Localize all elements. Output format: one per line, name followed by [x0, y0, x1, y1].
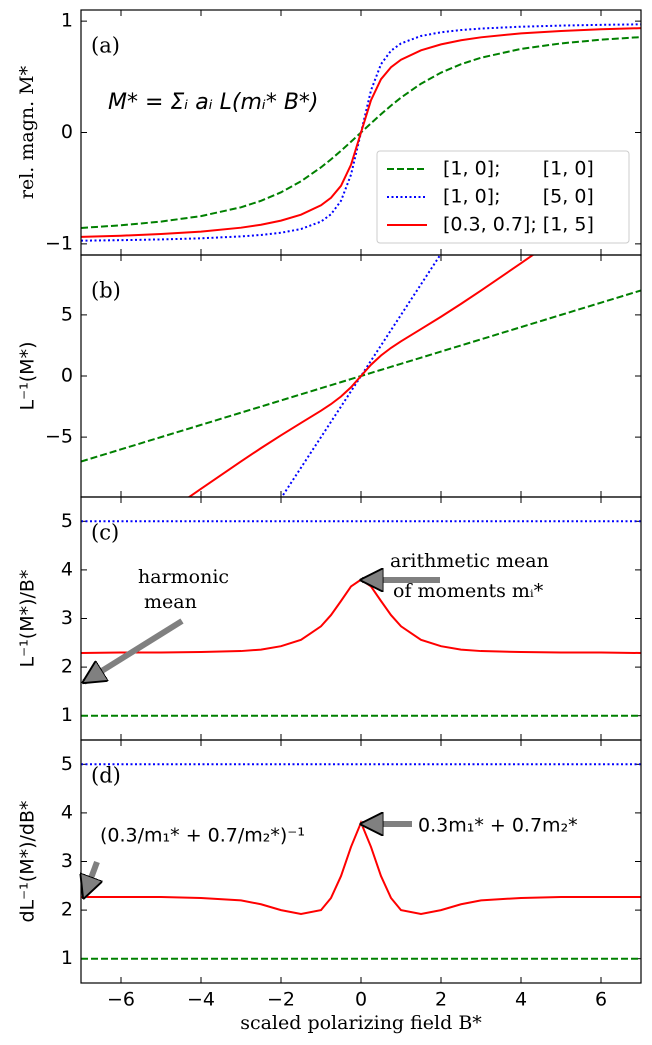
y-tick-label: 5 [61, 753, 73, 775]
x-tick-label: −4 [187, 989, 215, 1011]
panel-label: (a) [91, 34, 120, 58]
y-tick-label: 5 [61, 303, 73, 325]
y-tick-label: 1 [61, 10, 73, 32]
plot-frame [80, 739, 642, 984]
y-axis-label: L⁻¹(M*) [17, 342, 39, 411]
x-tick-label: 0 [355, 989, 367, 1011]
series-group [81, 23, 641, 242]
y-tick-label: −1 [45, 232, 73, 254]
y-tick-label: 0 [61, 121, 73, 143]
annotation: mean [138, 591, 197, 613]
line-series [187, 255, 535, 497]
y-tick-label: 4 [61, 801, 73, 823]
y-axis-label: dL⁻¹(M*)/dB* [17, 800, 39, 922]
annotation: of moments mᵢ* [393, 580, 544, 602]
panel-label: (d) [91, 764, 121, 788]
annotation: arithmetic mean [390, 550, 549, 572]
y-tick-label: 1 [61, 947, 73, 969]
series-group [81, 763, 641, 960]
y-tick-label: 1 [61, 704, 73, 726]
plot-frame [80, 496, 642, 741]
y-axis-label: L⁻¹(M*)/B* [17, 570, 39, 668]
annotation: M* = Σᵢ aᵢ L(mᵢ* B*) [108, 90, 319, 115]
annotation: harmonic [138, 566, 229, 588]
annotation-arrow [84, 618, 184, 685]
x-tick-label: 6 [595, 989, 607, 1011]
annotation: 0.3m₁* + 0.7m₂* [418, 815, 578, 837]
annotation: (0.3/m₁* + 0.7/m₂*)⁻¹ [100, 825, 305, 847]
line-series [81, 27, 641, 238]
y-tick-label: 3 [61, 850, 73, 872]
y-tick-label: −5 [45, 426, 73, 448]
y-tick-label: 2 [61, 656, 73, 678]
legend-box [376, 150, 630, 244]
y-tick-label: 0 [61, 365, 73, 387]
x-tick-label: −6 [107, 989, 135, 1011]
x-tick-label: −2 [267, 989, 295, 1011]
y-tick-label: 3 [61, 607, 73, 629]
series-group [81, 520, 641, 717]
annotation-arrow [84, 860, 97, 897]
line-series [280, 255, 442, 497]
x-axis-label: scaled polarizing field B* [240, 1012, 482, 1034]
series-group [81, 255, 641, 497]
legend-label: [0.3, 0.7]; [1, 5] [443, 214, 594, 236]
panel-label: (b) [91, 279, 121, 303]
y-tick-label: 4 [61, 558, 73, 580]
y-tick-label: 5 [61, 510, 73, 532]
panel-label: (c) [91, 521, 119, 545]
y-axis-label: rel. magn. M* [16, 65, 38, 199]
x-tick-label: 2 [435, 989, 447, 1011]
legend-label: [1, 0]; [5, 0] [443, 186, 594, 208]
y-tick-label: 2 [61, 899, 73, 921]
x-tick-label: 4 [515, 989, 527, 1011]
legend-label: [1, 0]; [1, 0] [443, 158, 594, 180]
